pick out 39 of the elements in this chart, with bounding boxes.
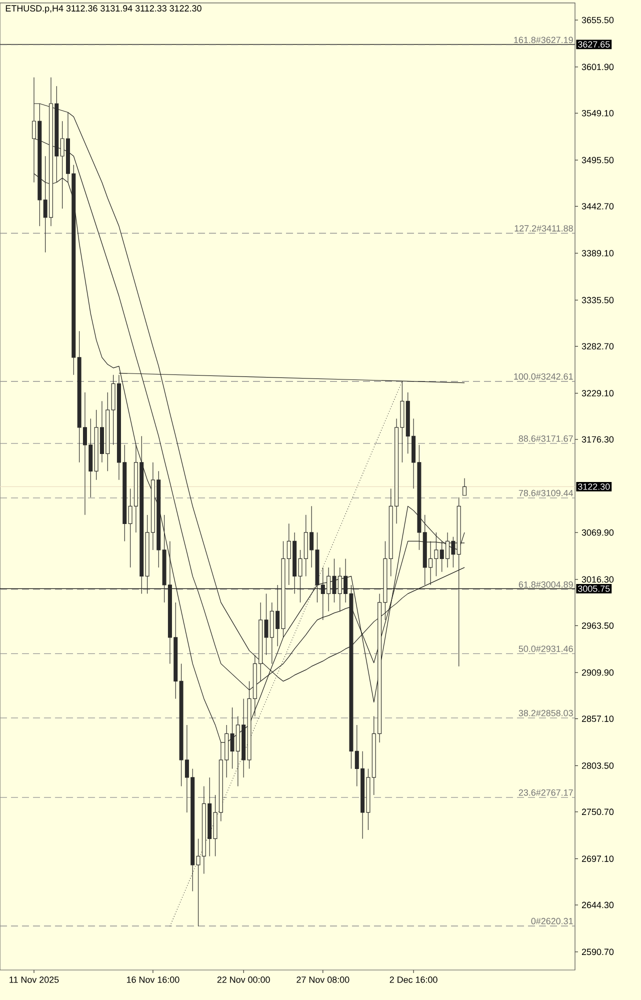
ref-line-label: 3122.30 xyxy=(578,483,610,490)
x-tick-label: 27 Nov 08:00 xyxy=(296,976,350,983)
y-tick-label: 3069.90 xyxy=(582,529,614,536)
y-tick-label: 2590.70 xyxy=(582,948,614,956)
y-tick-label: 3601.90 xyxy=(582,64,614,70)
ref-line-label: 50.0#2931.46 xyxy=(518,646,573,652)
y-tick-label: 3016.30 xyxy=(582,576,614,583)
y-tick-label: 3282.70 xyxy=(582,343,614,350)
ref-line-label: 23.6#2767.17 xyxy=(518,789,573,796)
y-tick-label: 2697.10 xyxy=(582,856,614,862)
ref-line-label: 88.6#3171.67 xyxy=(518,435,573,442)
y-tick-label: 2857.10 xyxy=(582,716,614,722)
y-tick-label: 2963.50 xyxy=(582,622,614,629)
y-tick-label: 3335.50 xyxy=(582,296,614,304)
chart-title: ETHUSD.p,H4 3112.36 3131.94 3112.33 3122.30 xyxy=(6,5,202,14)
ref-line-label: 3005.75 xyxy=(578,585,610,592)
y-tick-label: 3655.50 xyxy=(582,16,614,24)
y-tick-label: 3442.70 xyxy=(582,203,614,210)
y-tick-label: 3389.10 xyxy=(582,250,614,256)
y-tick-label: 2644.30 xyxy=(582,902,614,908)
ref-line-label: 61.8#3004.89 xyxy=(518,581,573,588)
ref-line-label: 161.8#3627.19 xyxy=(514,36,573,44)
x-tick-label: 16 Nov 16:00 xyxy=(126,976,180,983)
y-tick-label: 3549.10 xyxy=(582,110,614,116)
ref-line-label: 38.2#2858.03 xyxy=(518,710,573,716)
y-tick-label: 3495.50 xyxy=(582,156,614,164)
x-tick-label: 22 Nov 00:00 xyxy=(217,976,270,983)
y-tick-label: 2803.50 xyxy=(582,762,614,769)
x-tick-label: 2 Dec 16:00 xyxy=(390,976,438,983)
y-tick-label: 2909.90 xyxy=(582,669,614,676)
ref-line-label: 127.2#3411.88 xyxy=(514,225,573,232)
ref-line-label: 78.6#3109.44 xyxy=(518,490,574,496)
ref-line-label: 3627.65 xyxy=(578,41,610,48)
x-tick-label: 11 Nov 2025 xyxy=(10,976,59,983)
y-tick-label: 3229.10 xyxy=(582,390,614,396)
y-tick-label: 2750.70 xyxy=(582,808,614,816)
ref-line-label: 0#2620.31 xyxy=(531,918,573,924)
y-tick-label: 3176.30 xyxy=(582,436,614,443)
ref-line-label: 100.0#3242.61 xyxy=(514,373,573,380)
